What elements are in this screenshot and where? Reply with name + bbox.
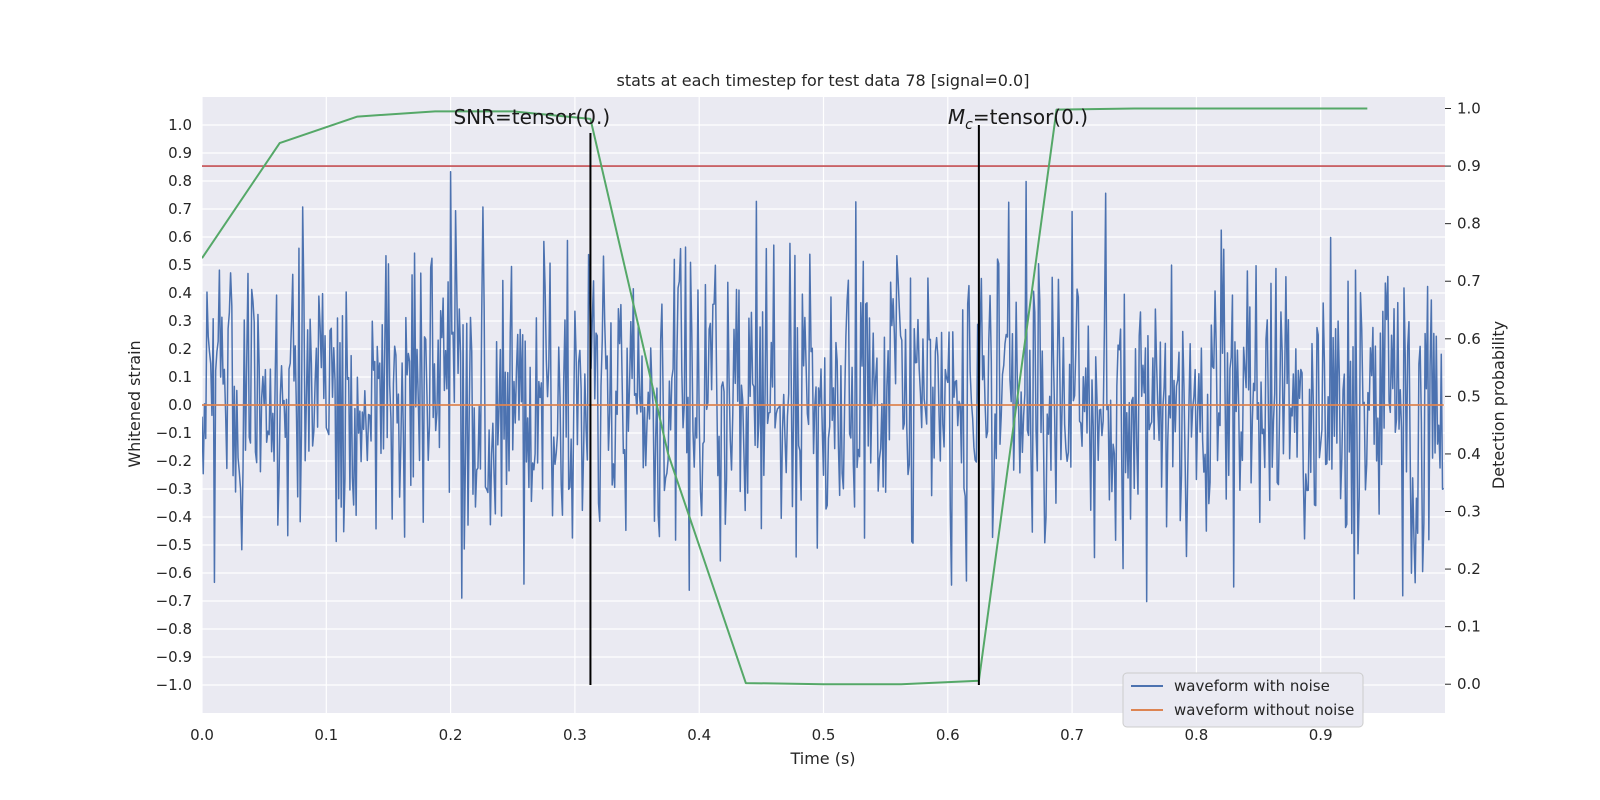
right-y-tick-label: 0.8 xyxy=(1457,215,1481,233)
x-axis-ticks: 0.0 0.1 0.2 0.3 0.4 0.5 0.6 0.7 0.8 0.9 xyxy=(190,726,1333,744)
right-y-tick-label: 0.3 xyxy=(1457,503,1481,521)
x-tick-label: 0.4 xyxy=(687,726,711,744)
right-y-tick-label: 0.7 xyxy=(1457,272,1481,290)
x-tick-label: 0.0 xyxy=(190,726,214,744)
legend-box xyxy=(1122,672,1364,728)
right-y-tick-label: 0.0 xyxy=(1457,675,1481,693)
right-y-tick-label: 0.9 xyxy=(1457,157,1481,175)
y-tick-label: 0.0 xyxy=(168,396,192,414)
right-y-tick-label: 0.6 xyxy=(1457,330,1481,348)
right-y-tick-label: 0.5 xyxy=(1457,387,1481,405)
y-tick-label: −0.7 xyxy=(156,592,192,610)
y-tick-label: 0.5 xyxy=(168,256,192,274)
right-y-axis-ticks: 1.0 0.9 0.8 0.7 0.6 0.5 0.4 0.3 0.2 0.1 0.0 xyxy=(1445,100,1481,693)
y-tick-label: 0.4 xyxy=(168,284,192,302)
y-tick-label: 0.2 xyxy=(168,340,192,358)
x-tick-label: 0.1 xyxy=(314,726,338,744)
chirp-mass-symbol: M xyxy=(948,105,965,129)
y-tick-label: 0.9 xyxy=(168,144,192,162)
series-detection-probability xyxy=(202,107,1368,686)
x-tick-label: 0.5 xyxy=(812,726,836,744)
x-tick-label: 0.9 xyxy=(1309,726,1333,744)
right-y-axis-label: Detection probability xyxy=(1489,321,1508,489)
y-tick-label: 0.1 xyxy=(168,368,192,386)
legend: waveform with noise waveform without noi… xyxy=(1122,672,1364,728)
chart-title: stats at each timestep for test data 78 … xyxy=(617,71,1030,90)
right-y-tick-label: 0.4 xyxy=(1457,445,1481,463)
right-y-tick-label: 0.1 xyxy=(1457,618,1481,636)
y-tick-label: −0.2 xyxy=(156,452,192,470)
x-tick-label: 0.8 xyxy=(1184,726,1208,744)
y-tick-label: −0.8 xyxy=(156,620,192,638)
noise-trace xyxy=(202,170,1445,603)
y-tick-label: −0.1 xyxy=(156,424,192,442)
y-axis-label: Whitened strain xyxy=(125,340,144,467)
chirp-mass-subscript: c xyxy=(965,117,973,133)
y-tick-label: −0.3 xyxy=(156,480,192,498)
y-tick-label: 0.6 xyxy=(168,228,192,246)
legend-label-noise: waveform with noise xyxy=(1174,677,1330,695)
x-tick-label: 0.7 xyxy=(1060,726,1084,744)
y-tick-label: −0.5 xyxy=(156,536,192,554)
y-tick-label: −0.6 xyxy=(156,564,192,582)
chirp-mass-annotation: Mc=tensor(0.) xyxy=(948,105,1088,133)
y-tick-label: −0.9 xyxy=(156,648,192,666)
probability-trace xyxy=(202,107,1368,686)
x-tick-label: 0.6 xyxy=(936,726,960,744)
right-y-tick-label: 0.2 xyxy=(1457,560,1481,578)
legend-label-clean: waveform without noise xyxy=(1174,701,1354,719)
y-tick-label: −1.0 xyxy=(156,676,192,694)
x-tick-label: 0.2 xyxy=(439,726,463,744)
chirp-mass-value: =tensor(0.) xyxy=(973,105,1088,129)
y-tick-label: −0.4 xyxy=(156,508,192,526)
y-axis-ticks: 1.0 0.9 0.8 0.7 0.6 0.5 0.4 0.3 0.2 0.1 0.0 −0.1 −0.… xyxy=(156,116,192,694)
series-waveform-with-noise xyxy=(202,170,1445,603)
right-y-tick-label: 1.0 xyxy=(1457,100,1481,118)
y-tick-label: 0.7 xyxy=(168,200,192,218)
y-tick-label: 0.3 xyxy=(168,312,192,330)
y-tick-label: 1.0 xyxy=(168,116,192,134)
y-tick-label: 0.8 xyxy=(168,172,192,190)
x-tick-label: 0.3 xyxy=(563,726,587,744)
marker-lines xyxy=(589,125,980,685)
x-axis-label: Time (s) xyxy=(789,749,855,768)
snr-annotation: SNR=tensor(0.) xyxy=(453,105,610,129)
